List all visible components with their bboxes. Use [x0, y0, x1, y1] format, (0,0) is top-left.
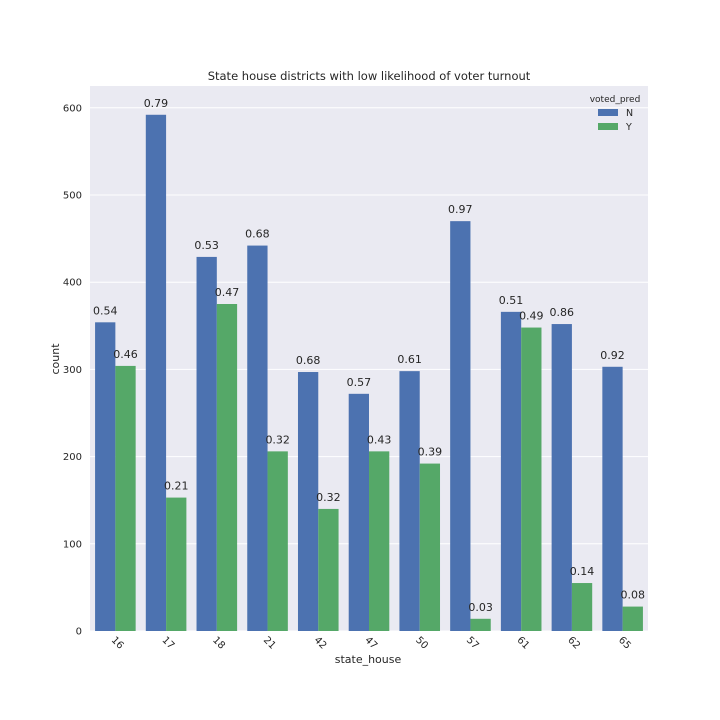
y-tick-label: 500	[63, 191, 82, 202]
bar-y-17	[166, 497, 187, 631]
bar-n-65	[602, 366, 623, 631]
bar-n-16	[95, 322, 116, 631]
x-tick-label: 57	[464, 635, 481, 652]
y-tick-label: 200	[63, 452, 82, 463]
legend-title: voted_pred	[590, 95, 641, 105]
legend-label-n: N	[626, 108, 633, 119]
bar-y-50	[419, 463, 441, 631]
data-label: 0.47	[215, 286, 240, 299]
data-label: 0.51	[499, 294, 524, 307]
y-tick-labels: 0 100 200 300 400 500 600	[63, 103, 82, 637]
data-label: 0.08	[621, 589, 646, 602]
data-label: 0.21	[164, 480, 189, 493]
y-axis-label: count	[49, 343, 62, 375]
bar-y-16	[115, 365, 136, 631]
bar-n-50	[399, 371, 420, 631]
x-tick-label: 18	[210, 635, 227, 652]
data-labels: 0.54 0.79 0.53 0.68 0.68 0.57 0.61 0.97 0.51 0.86…	[93, 97, 645, 614]
data-label: 0.43	[367, 433, 392, 446]
data-label: 0.39	[418, 446, 443, 459]
data-label: 0.32	[265, 433, 290, 446]
x-tick-label: 17	[159, 635, 176, 652]
x-tick-label: 65	[616, 635, 633, 652]
bar-n-47	[348, 393, 369, 631]
data-label: 0.46	[113, 348, 138, 361]
bar-y-42	[318, 508, 339, 631]
data-label: 0.92	[600, 349, 625, 362]
bar-n-42	[297, 372, 319, 631]
data-label: 0.61	[397, 353, 422, 366]
data-label: 0.49	[519, 310, 544, 323]
data-label: 0.57	[347, 376, 372, 389]
bar-n-18	[196, 256, 217, 631]
y-tick-label: 600	[63, 103, 82, 114]
data-label: 0.53	[194, 239, 219, 252]
bar-y-62	[571, 583, 593, 631]
data-label: 0.68	[296, 354, 321, 367]
x-tick-label: 50	[413, 635, 430, 652]
x-tick-label: 47	[362, 635, 379, 652]
bars	[95, 114, 643, 632]
data-label: 0.68	[245, 228, 270, 241]
y-tick-label: 0	[76, 627, 82, 638]
legend: voted_pred N Y	[590, 95, 641, 133]
y-tick-label: 100	[63, 539, 82, 550]
bar-n-21	[247, 245, 268, 632]
x-tick-label: 62	[565, 635, 582, 652]
x-tick-labels: 16 17 18 21 42 47 50 57 61 62 65	[109, 635, 633, 652]
x-tick-label: 61	[515, 635, 532, 652]
bar-n-62	[551, 324, 572, 631]
legend-label-y: Y	[625, 122, 632, 133]
bar-n-57	[450, 221, 471, 631]
data-label: 0.54	[93, 304, 118, 317]
data-label: 0.86	[550, 306, 575, 319]
legend-swatch-y	[598, 123, 618, 130]
data-label: 0.97	[448, 203, 473, 216]
bar-y-61	[521, 327, 542, 631]
x-tick-label: 16	[109, 635, 126, 652]
bar-y-18	[216, 304, 238, 631]
bar-y-21	[267, 451, 288, 631]
bar-y-47	[369, 451, 390, 631]
bar-y-57	[470, 618, 491, 631]
y-tick-label: 300	[63, 365, 82, 376]
chart-title: State house districts with low likelihoo…	[208, 69, 531, 83]
y-tick-label: 400	[63, 278, 82, 289]
x-tick-label: 21	[261, 635, 278, 652]
x-tick-label: 42	[312, 635, 329, 652]
bar-y-65	[622, 606, 643, 631]
x-axis-label: state_house	[335, 653, 402, 666]
data-label: 0.03	[468, 601, 493, 614]
data-label: 0.32	[316, 491, 341, 504]
data-label: 0.14	[570, 565, 595, 578]
bar-n-61	[500, 311, 522, 631]
data-label: 0.79	[144, 97, 169, 110]
legend-swatch-n	[598, 109, 618, 116]
bar-n-17	[145, 114, 167, 631]
